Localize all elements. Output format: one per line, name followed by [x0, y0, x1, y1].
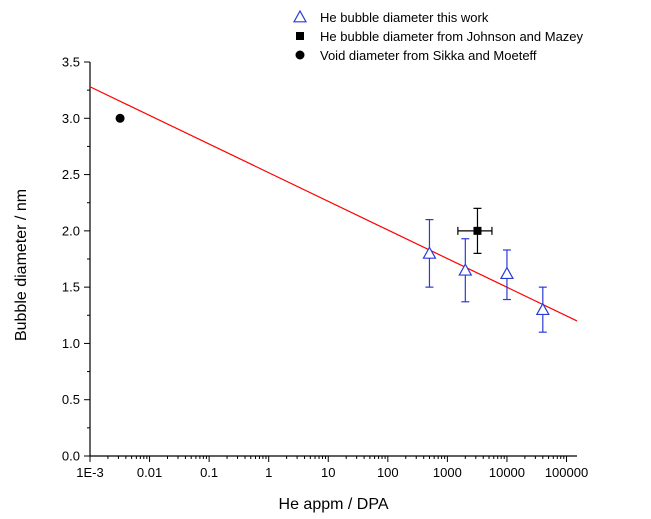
x-tick-label: 100: [377, 465, 399, 480]
x-axis-title: He appm / DPA: [279, 496, 389, 513]
y-axis-title: Bubble diameter / nm: [13, 189, 30, 341]
series-2: [457, 207, 493, 254]
legend-label: He bubble diameter this work: [320, 10, 489, 25]
x-tick-label: 1000: [433, 465, 462, 480]
data-point: [115, 113, 125, 123]
data-point: [422, 246, 437, 259]
legend-marker: [295, 50, 305, 60]
y-tick-label: 0.0: [62, 449, 80, 464]
y-tick-label: 0.5: [62, 392, 80, 407]
y-tick-label: 2.0: [62, 223, 80, 238]
legend: He bubble diameter this work He bubble di…: [292, 9, 584, 63]
y-tick-label: 3.5: [62, 55, 80, 70]
legend-marker: [296, 32, 304, 40]
fit-line-group: [89, 86, 578, 322]
x-tick-label: 10000: [489, 465, 525, 480]
y-axis-ticks: 0.0 0.5 1.0 1.5 2.0 2.5 3.0 3.5: [62, 55, 90, 464]
x-axis-ticks: 1E-3 0.01 0.1 1 10 100 1000 10000 100000: [76, 456, 588, 480]
legend-label: He bubble diameter from Johnson and Maze…: [320, 29, 584, 44]
legend-label: Void diameter from Sikka and Moeteff: [320, 48, 537, 63]
legend-marker: [292, 9, 308, 23]
data-point: [473, 226, 482, 235]
x-tick-label: 0.01: [137, 465, 162, 480]
y-tick-label: 2.5: [62, 167, 80, 182]
data-point: [499, 266, 514, 280]
x-tick-label: 10: [321, 465, 335, 480]
x-tick-label: 100000: [545, 465, 588, 480]
x-tick-label: 0.1: [200, 465, 218, 480]
data-point: [535, 302, 550, 316]
series-3: [115, 113, 125, 123]
y-tick-label: 1.0: [62, 336, 80, 351]
data-point: [458, 263, 473, 276]
fit-line: [89, 86, 578, 322]
series-1: [422, 219, 550, 333]
y-tick-label: 1.5: [62, 280, 80, 295]
y-tick-label: 3.0: [62, 111, 80, 126]
x-tick-label: 1E-3: [76, 465, 103, 480]
series-group: [115, 113, 550, 333]
x-tick-label: 1: [265, 465, 272, 480]
axes: [89, 62, 577, 457]
